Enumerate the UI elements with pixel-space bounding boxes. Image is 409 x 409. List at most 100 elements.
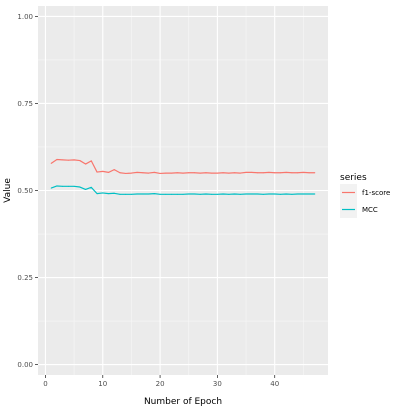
data-point: [67, 159, 69, 161]
data-point: [199, 193, 201, 195]
data-point: [211, 193, 213, 195]
data-point: [274, 193, 276, 195]
x-tick-label: 20: [156, 380, 165, 388]
data-point: [130, 193, 132, 195]
data-point: [85, 188, 87, 190]
data-point: [125, 193, 127, 195]
data-point: [171, 193, 173, 195]
data-point: [308, 193, 310, 195]
data-point: [119, 193, 121, 195]
data-point: [262, 193, 264, 195]
data-point: [102, 170, 104, 172]
x-tick-label: 30: [213, 380, 222, 388]
data-point: [302, 171, 304, 173]
y-tick-label: 0.50: [17, 187, 33, 195]
data-point: [291, 172, 293, 174]
data-point: [245, 193, 247, 195]
series-lines: [50, 158, 316, 195]
data-point: [176, 193, 178, 195]
legend-title: series: [340, 173, 367, 183]
data-point: [245, 171, 247, 173]
data-point: [96, 171, 98, 173]
data-point: [274, 172, 276, 174]
data-point: [67, 185, 69, 187]
data-point: [285, 171, 287, 173]
x-axis: 0 10 20 30 40: [43, 375, 279, 388]
data-point: [50, 187, 52, 189]
data-point: [165, 193, 167, 195]
data-point: [257, 172, 259, 174]
data-point: [73, 159, 75, 161]
data-point: [268, 193, 270, 195]
data-point: [285, 193, 287, 195]
data-point: [107, 193, 109, 195]
data-point: [205, 193, 207, 195]
data-point: [314, 172, 316, 174]
data-point: [102, 192, 104, 194]
data-point: [136, 193, 138, 195]
data-point: [176, 172, 178, 174]
data-point: [297, 172, 299, 174]
data-point: [222, 172, 224, 174]
data-point: [148, 172, 150, 174]
y-tick-label: 0.25: [17, 274, 33, 282]
data-point: [193, 172, 195, 174]
y-axis: 0.00 0.25 0.50 0.75 1.00: [17, 13, 38, 369]
data-point: [239, 193, 241, 195]
data-point: [153, 171, 155, 173]
data-point: [234, 172, 236, 174]
data-point: [279, 193, 281, 195]
data-point: [216, 193, 218, 195]
data-point: [268, 171, 270, 173]
data-point: [222, 193, 224, 195]
data-point: [211, 172, 213, 174]
data-point: [165, 172, 167, 174]
data-point: [136, 171, 138, 173]
data-point: [297, 193, 299, 195]
data-point: [142, 193, 144, 195]
data-point: [62, 159, 64, 161]
data-point: [159, 172, 161, 174]
data-point: [171, 172, 173, 174]
major-gridlines: [38, 6, 328, 375]
y-axis-title: Value: [3, 178, 13, 203]
legend-items: f1-score MCC: [340, 184, 390, 218]
data-point: [113, 169, 115, 171]
data-point: [182, 172, 184, 174]
data-point: [251, 171, 253, 173]
data-point: [234, 193, 236, 195]
data-point: [56, 159, 58, 161]
data-point: [251, 193, 253, 195]
data-point: [188, 172, 190, 174]
data-point: [314, 193, 316, 195]
legend-label: MCC: [362, 206, 378, 214]
data-point: [239, 172, 241, 174]
x-tick-label: 0: [43, 380, 47, 388]
legend-label: f1-score: [362, 189, 390, 197]
data-point: [182, 193, 184, 195]
data-point: [193, 193, 195, 195]
data-point: [107, 171, 109, 173]
data-point: [79, 160, 81, 162]
data-point: [90, 186, 92, 188]
data-point: [262, 172, 264, 174]
data-point: [153, 193, 155, 195]
data-point: [73, 185, 75, 187]
data-point: [62, 185, 64, 187]
data-point: [113, 192, 115, 194]
legend: series f1-score MCC: [340, 173, 390, 218]
data-point: [119, 172, 121, 174]
data-point: [257, 193, 259, 195]
x-tick-label: 10: [98, 380, 107, 388]
data-point: [85, 163, 87, 165]
data-point: [96, 193, 98, 195]
data-point: [216, 172, 218, 174]
x-tick-label: 40: [270, 380, 279, 388]
x-axis-title: Number of Epoch: [144, 397, 222, 407]
y-tick-label: 1.00: [17, 13, 33, 21]
data-point: [50, 162, 52, 164]
data-point: [90, 160, 92, 162]
y-tick-label: 0.00: [17, 361, 33, 369]
data-point: [205, 172, 207, 174]
